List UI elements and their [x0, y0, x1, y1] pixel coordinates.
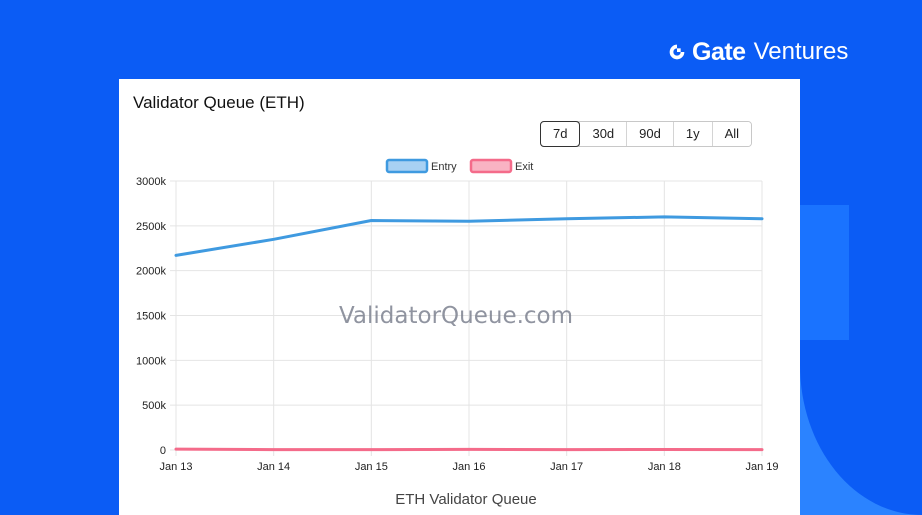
- range-button-90d[interactable]: 90d: [626, 122, 673, 146]
- y-axis-ticks: 0 500k 1000k 1500k 2000k 2500k 3000k: [136, 176, 166, 457]
- y-tick-label: 1000k: [136, 355, 166, 367]
- chart-card: Validator Queue (ETH) 7d 30d 90d 1y All 0 500…: [119, 79, 800, 515]
- x-axis-ticks: Jan 13 Jan 14 Jan 15 Jan 16 Jan 17 Jan 18 Jan …: [159, 461, 778, 473]
- chart-legend: Entry Exit: [385, 158, 533, 174]
- y-tick-label: 3000k: [136, 176, 166, 188]
- legend-item-entry[interactable]: Entry: [385, 158, 457, 174]
- y-tick-label: 2000k: [136, 266, 166, 278]
- gate-logo-icon: [669, 44, 685, 60]
- legend-label: Entry: [431, 161, 457, 173]
- series-line-entry: [174, 215, 764, 257]
- range-button-1y[interactable]: 1y: [672, 122, 712, 146]
- x-axis-label: ETH Validator Queue: [395, 491, 536, 508]
- range-button-all[interactable]: All: [711, 122, 752, 146]
- watermark-text: ValidatorQueue.com: [339, 303, 573, 329]
- series-line-exit: [174, 447, 764, 452]
- range-button-7d[interactable]: 7d: [539, 121, 581, 147]
- x-tick-label: Jan 18: [648, 461, 681, 473]
- y-tick-label: 1500k: [136, 311, 166, 323]
- x-tick-label: Jan 16: [452, 461, 485, 473]
- brand-logo: Gate Ventures: [666, 36, 848, 68]
- background-shape-curve: [800, 340, 922, 515]
- y-tick-label: 500k: [142, 400, 166, 412]
- brand-subname: Ventures: [753, 38, 849, 65]
- x-tick-label: Jan 19: [745, 461, 778, 473]
- chart-grid: [170, 180, 763, 456]
- legend-swatch: [385, 158, 429, 174]
- background-shape-bar: [800, 205, 849, 355]
- x-tick-label: Jan 15: [355, 461, 388, 473]
- time-range-selector: 7d 30d 90d 1y All: [539, 121, 753, 147]
- y-tick-label: 0: [160, 445, 166, 457]
- chart-series: [174, 215, 764, 452]
- brand-name: Gate: [692, 37, 746, 66]
- y-tick-label: 2500k: [136, 221, 166, 233]
- legend-item-exit[interactable]: Exit: [469, 158, 533, 174]
- x-tick-label: Jan 17: [550, 461, 583, 473]
- range-button-30d[interactable]: 30d: [579, 122, 627, 146]
- legend-swatch: [469, 158, 513, 174]
- x-tick-label: Jan 13: [159, 461, 192, 473]
- legend-label: Exit: [515, 161, 533, 173]
- chart-title: Validator Queue (ETH): [133, 93, 305, 112]
- x-tick-label: Jan 14: [257, 461, 290, 473]
